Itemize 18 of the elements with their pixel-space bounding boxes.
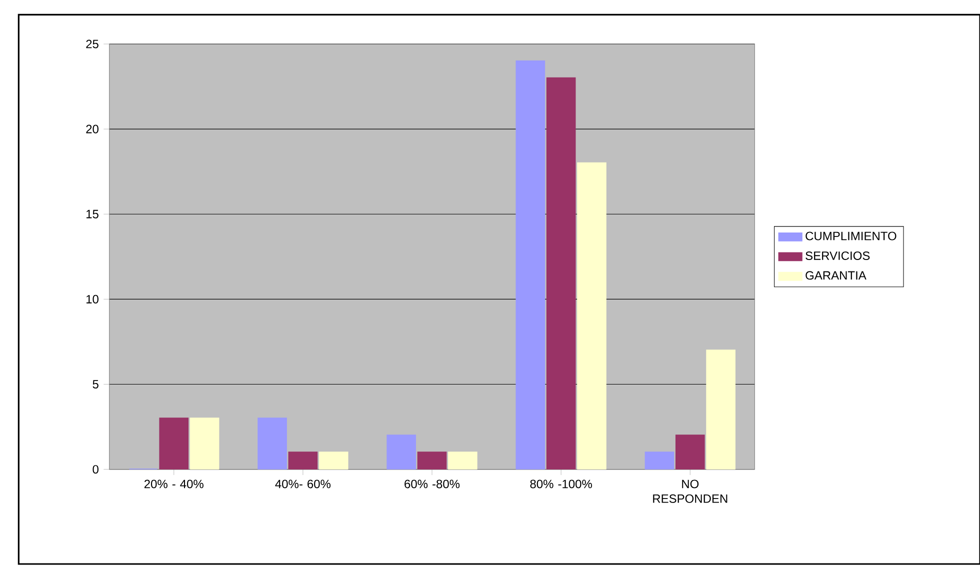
x-tick-label: 60% -80% [404,480,460,488]
legend-label: SERVICIOS [806,252,870,260]
legend-label: GARANTIA [806,271,866,280]
y-tick-label: 0 [92,465,98,474]
y-tick-label: 25 [86,40,98,48]
x-tick-label: NO RESPONDEN [653,480,728,504]
x-tick-label: 40%- 60% [275,480,331,488]
bar [516,60,546,470]
legend-label: CUMPLIMIENTO [806,232,896,240]
y-tick-label: 15 [86,210,98,218]
bar [386,434,416,470]
x-tick-label: 20% - 40% [144,480,204,488]
y-tick-label: 5 [92,380,98,389]
y-tick-label: 10 [86,295,98,304]
bar [644,452,674,470]
bar [258,418,287,470]
y-tick-label: 20 [86,124,98,134]
x-tick-label: 80% -100% [530,480,592,488]
